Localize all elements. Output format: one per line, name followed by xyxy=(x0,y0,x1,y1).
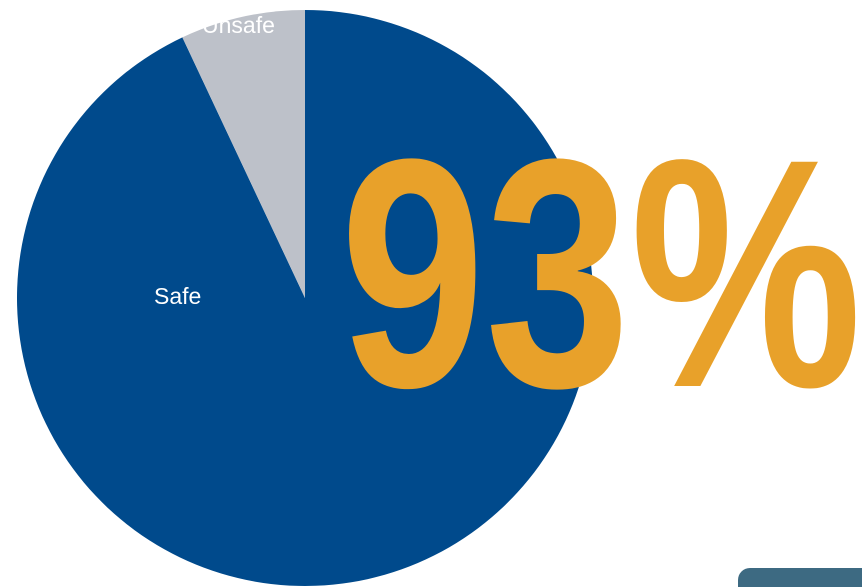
pie-chart xyxy=(16,10,593,586)
slice-label: Safe xyxy=(154,283,201,309)
pie-slice xyxy=(182,10,305,298)
slice-label: Unsafe xyxy=(202,12,275,38)
panel xyxy=(738,568,862,587)
pie-slice xyxy=(16,10,593,586)
headline-value: 93% xyxy=(340,92,862,456)
